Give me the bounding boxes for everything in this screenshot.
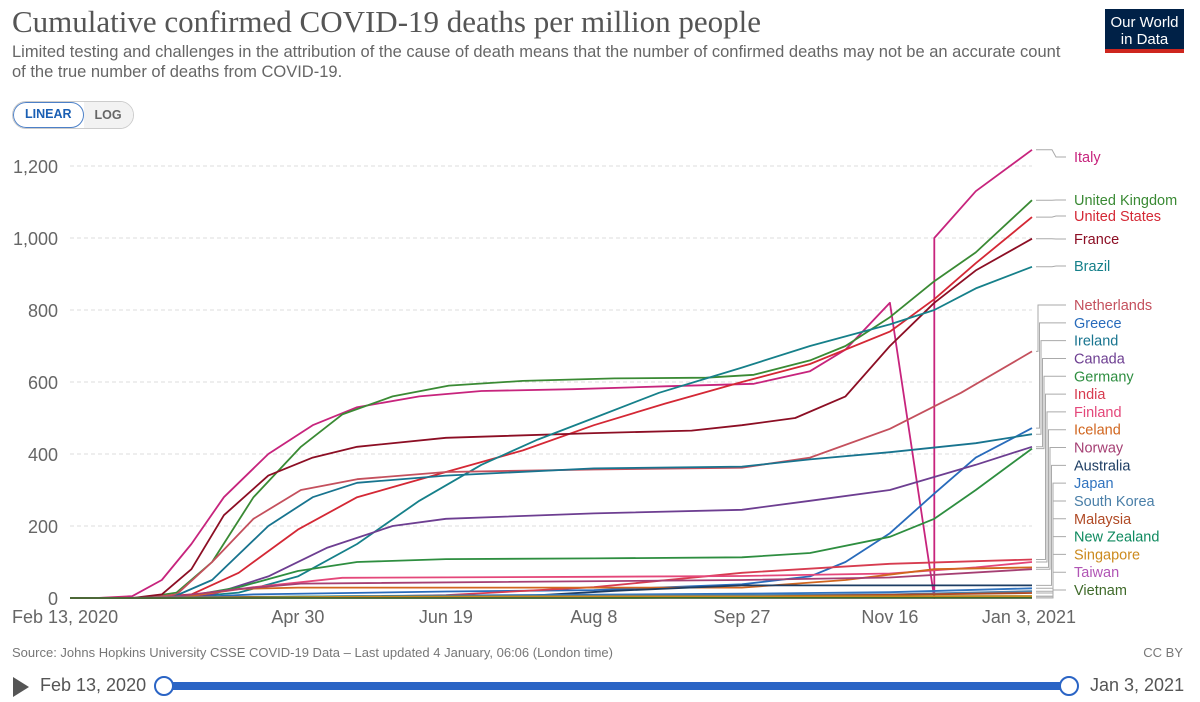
label-leader bbox=[1036, 265, 1066, 268]
series-line-ireland bbox=[70, 433, 1033, 599]
label-leader bbox=[1036, 340, 1066, 435]
scale-toggle: LINEAR LOG bbox=[12, 101, 134, 129]
y-tick-label: 200 bbox=[28, 517, 58, 537]
label-leader bbox=[1036, 429, 1066, 568]
linear-scale-button[interactable]: LINEAR bbox=[13, 102, 84, 128]
series-label: Singapore bbox=[1074, 547, 1140, 563]
series-line-united-kingdom bbox=[70, 199, 1033, 599]
label-leader bbox=[1036, 357, 1066, 448]
label-leader bbox=[1036, 589, 1066, 599]
series-line-germany bbox=[70, 447, 1033, 599]
y-tick-label: 800 bbox=[28, 301, 58, 321]
logo-line2: in Data bbox=[1120, 31, 1169, 48]
y-tick-label: 1,000 bbox=[13, 229, 58, 249]
series-label: Canada bbox=[1074, 351, 1126, 367]
timeline-start-handle[interactable] bbox=[154, 676, 174, 696]
series-label: Finland bbox=[1074, 405, 1122, 421]
series-label: Vietnam bbox=[1074, 583, 1127, 599]
logo-line1: Our World bbox=[1110, 14, 1179, 31]
series-line-brazil bbox=[70, 265, 1033, 599]
series-label: New Zealand bbox=[1074, 530, 1159, 546]
play-icon[interactable] bbox=[13, 677, 29, 697]
x-tick-label: Jun 19 bbox=[419, 607, 473, 627]
series-label: Norway bbox=[1074, 441, 1124, 457]
series-label: Greece bbox=[1074, 316, 1122, 332]
series-label: Brazil bbox=[1074, 259, 1110, 275]
y-tick-label: 400 bbox=[28, 445, 58, 465]
series-label: Japan bbox=[1074, 476, 1114, 492]
chart-title: Cumulative confirmed COVID-19 deaths per… bbox=[12, 4, 761, 39]
y-tick-label: 1,200 bbox=[13, 157, 58, 177]
series-label: United States bbox=[1074, 209, 1161, 225]
series-line-netherlands bbox=[70, 350, 1033, 599]
series-label: South Korea bbox=[1074, 494, 1156, 510]
y-tick-label: 600 bbox=[28, 373, 58, 393]
series-line-canada bbox=[70, 445, 1033, 599]
series-label: Australia bbox=[1074, 458, 1131, 474]
y-tick-label: 0 bbox=[48, 589, 58, 609]
timeline-start-label: Feb 13, 2020 bbox=[40, 675, 147, 695]
series-label: Germany bbox=[1074, 369, 1134, 385]
x-tick-label: Sep 27 bbox=[713, 607, 770, 627]
series-label: France bbox=[1074, 232, 1119, 248]
x-tick-label: Apr 30 bbox=[271, 607, 324, 627]
series-label: Iceland bbox=[1074, 423, 1121, 439]
owid-logo[interactable]: Our World in Data bbox=[1105, 9, 1184, 53]
series-line-greece bbox=[70, 427, 1033, 599]
series-label: United Kingdom bbox=[1074, 193, 1177, 209]
series-line-france bbox=[70, 237, 1033, 599]
log-scale-button[interactable]: LOG bbox=[83, 102, 133, 128]
series-label: Taiwan bbox=[1074, 565, 1119, 581]
timeline-end-label: Jan 3, 2021 bbox=[1090, 675, 1185, 695]
series-line-united-states bbox=[70, 216, 1033, 599]
x-tick-label: Feb 13, 2020 bbox=[12, 607, 118, 627]
series-label: India bbox=[1074, 387, 1106, 403]
series-label: Italy bbox=[1074, 150, 1101, 166]
x-tick-label: Nov 16 bbox=[861, 607, 918, 627]
source-note: Source: Johns Hopkins University CSSE CO… bbox=[12, 645, 613, 660]
series-label: Netherlands bbox=[1074, 298, 1152, 314]
label-leader bbox=[1036, 375, 1066, 450]
chart-subtitle: Limited testing and challenges in the at… bbox=[12, 43, 1061, 81]
label-leader bbox=[1036, 393, 1066, 560]
line-chart: 0 200 400 600 800 1,000 1,200 Feb 13, 2020 Apr 3… bbox=[12, 149, 1177, 627]
series-label: Ireland bbox=[1074, 334, 1118, 350]
timeline-track[interactable] bbox=[163, 682, 1069, 690]
x-tick-label: Aug 8 bbox=[570, 607, 617, 627]
label-leader bbox=[1036, 322, 1066, 429]
label-leader bbox=[1036, 464, 1066, 586]
timeline-end-handle[interactable] bbox=[1059, 676, 1079, 696]
label-leader bbox=[1036, 215, 1066, 218]
x-tick-label: Jan 3, 2021 bbox=[982, 607, 1076, 627]
series-line-italy bbox=[70, 149, 1033, 599]
license-link[interactable]: CC BY bbox=[1143, 645, 1183, 660]
label-leader bbox=[1036, 149, 1066, 158]
label-leader bbox=[1036, 447, 1066, 570]
series-line-iceland bbox=[70, 566, 1033, 599]
label-leader bbox=[1036, 411, 1066, 563]
series-label: Malaysia bbox=[1074, 512, 1132, 528]
label-leader bbox=[1036, 304, 1066, 352]
